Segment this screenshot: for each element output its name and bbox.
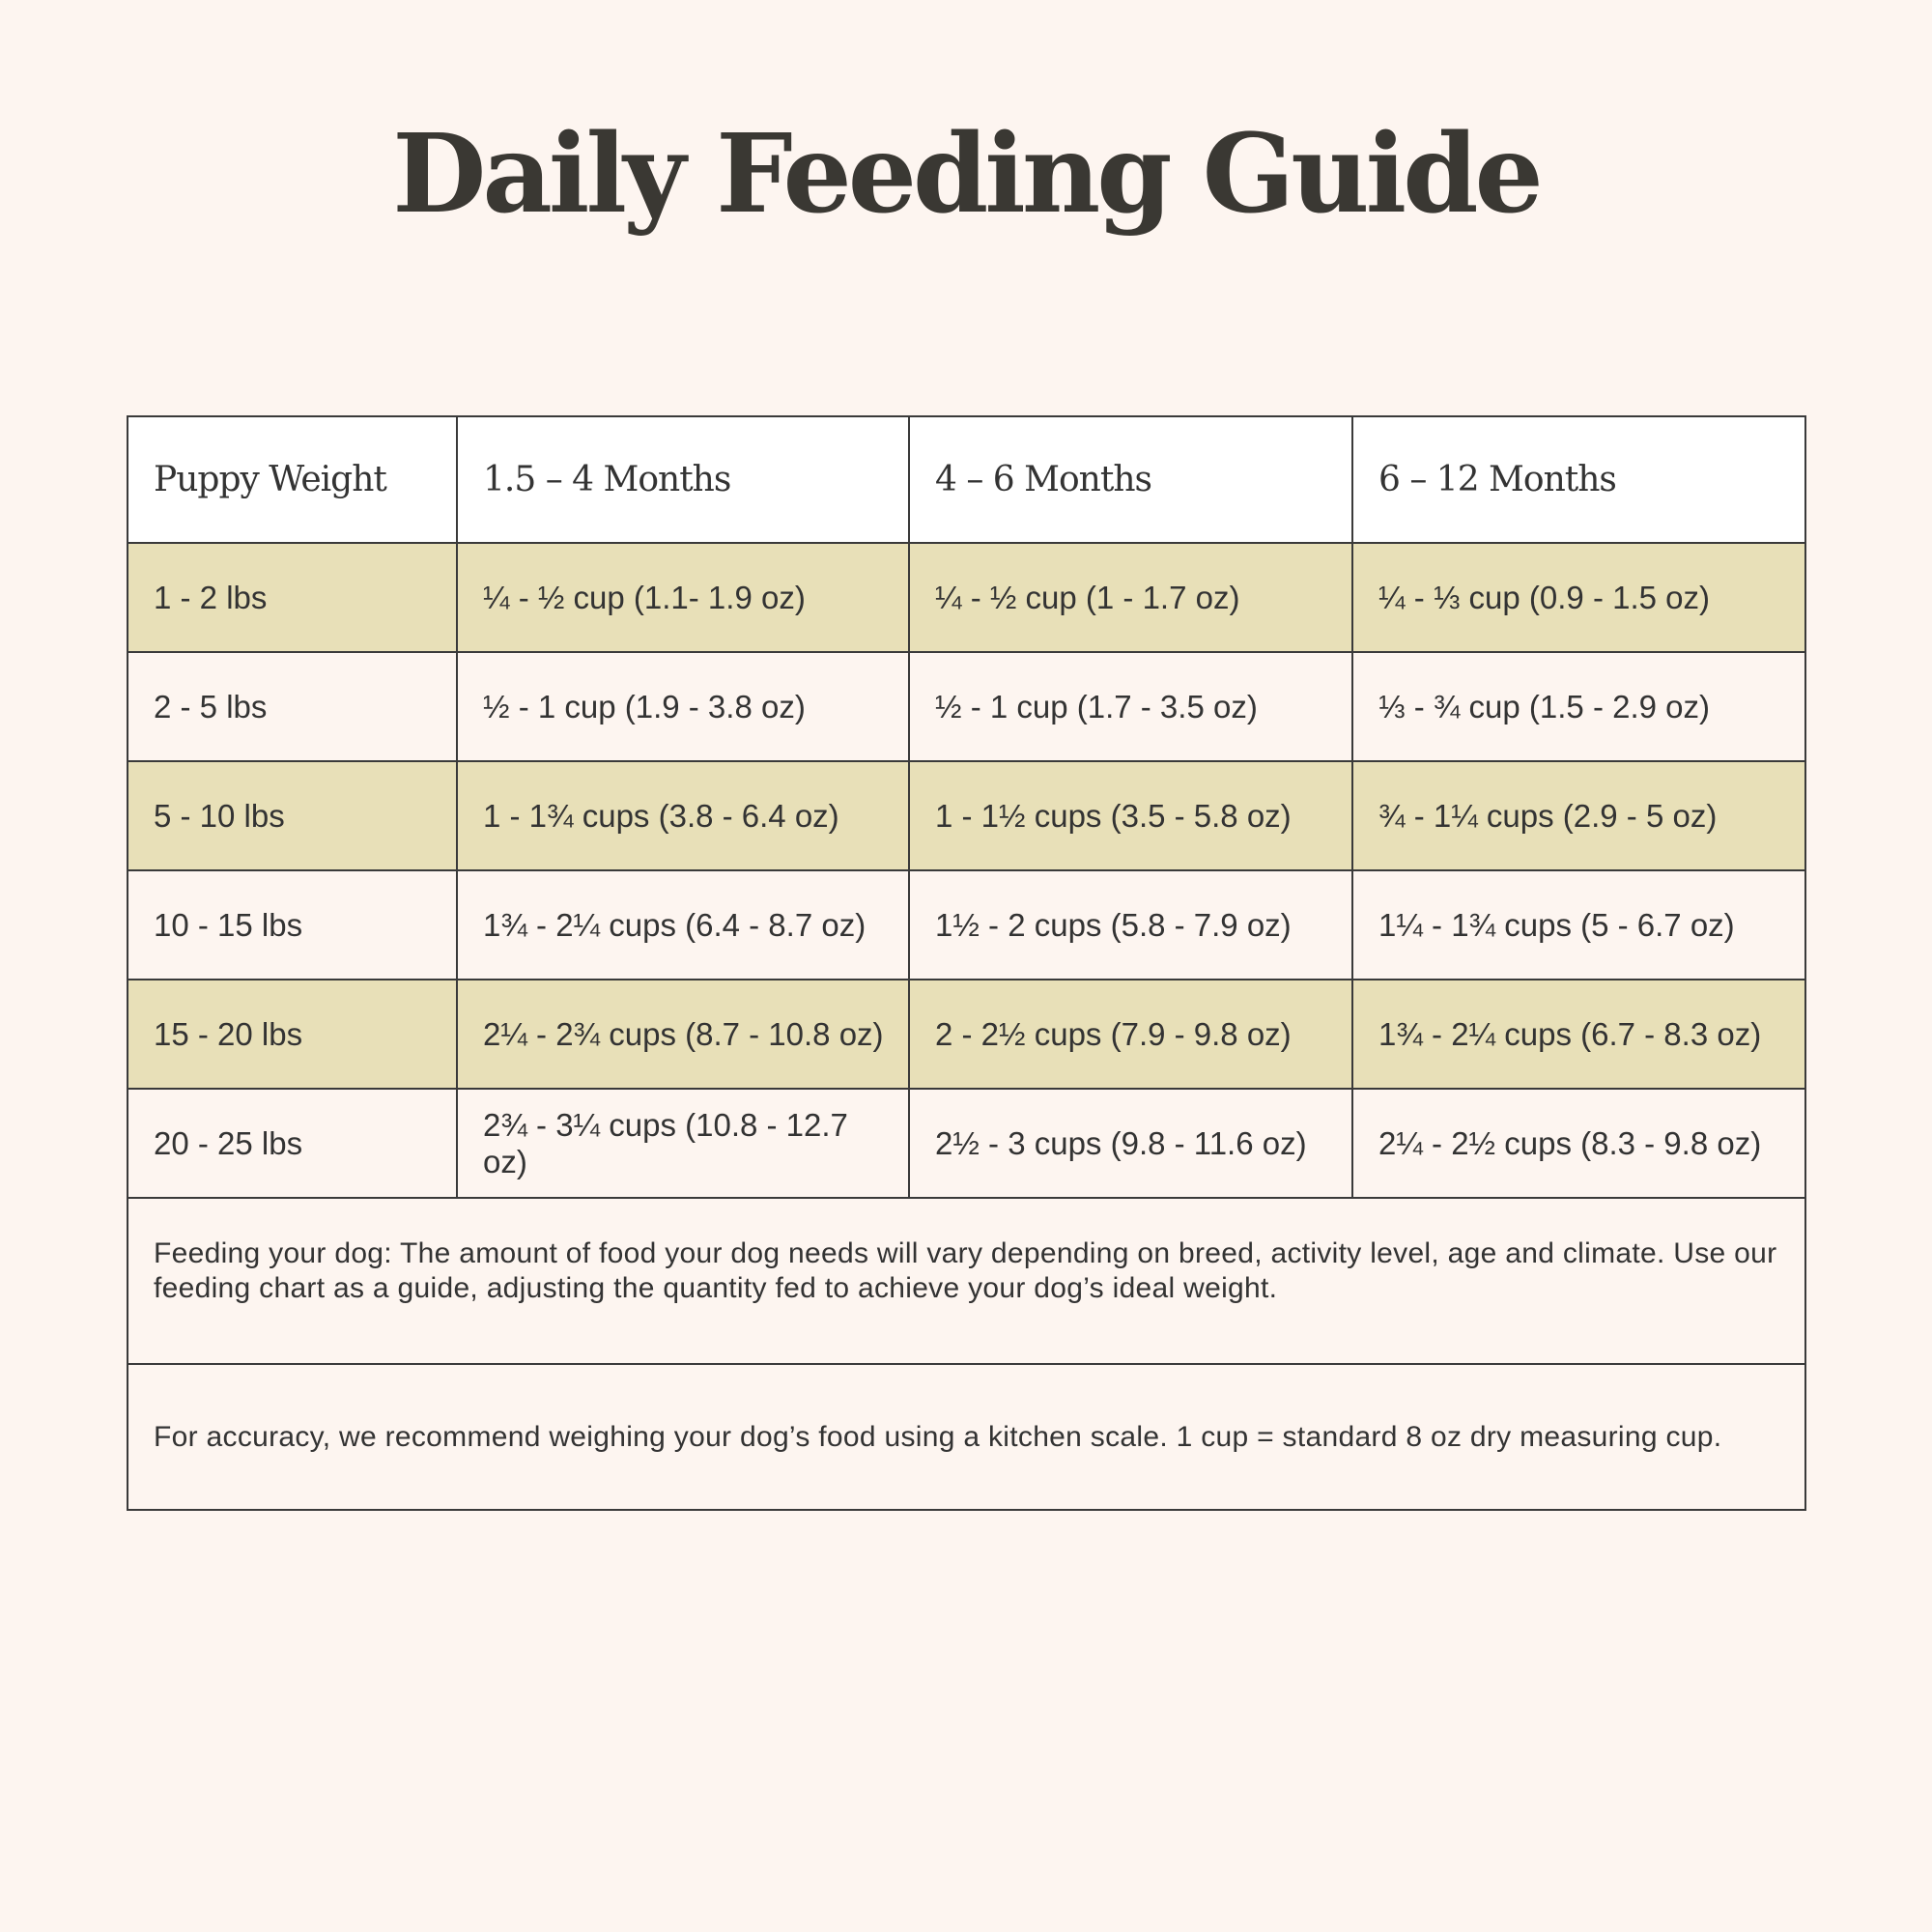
table-cell: ¼ - ⅓ cup (0.9 - 1.5 oz)	[1351, 542, 1806, 653]
table-cell: 1 - 1½ cups (3.5 - 5.8 oz)	[908, 760, 1353, 871]
table-cell: 10 - 15 lbs	[127, 869, 458, 980]
column-header: Puppy Weight	[127, 415, 458, 544]
table-row: 20 - 25 lbs 2¾ - 3¼ cups (10.8 - 12.7 oz)…	[127, 1088, 1806, 1199]
table-cell: 1¾ - 2¼ cups (6.4 - 8.7 oz)	[456, 869, 910, 980]
table-cell: 2¾ - 3¼ cups (10.8 - 12.7 oz)	[456, 1088, 910, 1199]
title: Daily Feeding Guide	[392, 111, 1544, 238]
table-cell: 1½ - 2 cups (5.8 - 7.9 oz)	[908, 869, 1353, 980]
table-cell: ¼ - ½ cup (1.1- 1.9 oz)	[456, 542, 910, 653]
table-row: 10 - 15 lbs 1¾ - 2¼ cups (6.4 - 8.7 oz) 1½…	[127, 869, 1806, 980]
table-cell: 1¼ - 1¾ cups (5 - 6.7 oz)	[1351, 869, 1806, 980]
table-row: 15 - 20 lbs 2¼ - 2¾ cups (8.7 - 10.8 oz) 2…	[127, 979, 1806, 1090]
column-header: 6 – 12 Months	[1351, 415, 1806, 544]
column-header: 1.5 – 4 Months	[456, 415, 910, 544]
note: For accuracy, we recommend weighing your…	[127, 1363, 1806, 1511]
table-cell: 2 - 2½ cups (7.9 - 9.8 oz)	[908, 979, 1353, 1090]
table-cell: 2½ - 3 cups (9.8 - 11.6 oz)	[908, 1088, 1353, 1199]
table-cell: ½ - 1 cup (1.9 - 3.8 oz)	[456, 651, 910, 762]
note-row: Feeding your dog: The amount of food you…	[127, 1197, 1806, 1365]
note-row: For accuracy, we recommend weighing your…	[127, 1363, 1806, 1511]
header-row: Puppy Weight 1.5 – 4 Months 4 – 6 Months 6 …	[127, 415, 1806, 544]
table-cell: 1¾ - 2¼ cups (6.7 - 8.3 oz)	[1351, 979, 1806, 1090]
table-cell: ⅓ - ¾ cup (1.5 - 2.9 oz)	[1351, 651, 1806, 762]
feeding-table: Puppy Weight 1.5 – 4 Months 4 – 6 Months 6 …	[127, 415, 1806, 1511]
table-row: 5 - 10 lbs 1 - 1¾ cups (3.8 - 6.4 oz) 1 - …	[127, 760, 1806, 871]
table-cell: 5 - 10 lbs	[127, 760, 458, 871]
table-cell: ¼ - ½ cup (1 - 1.7 oz)	[908, 542, 1353, 653]
table-cell: 20 - 25 lbs	[127, 1088, 458, 1199]
table-body: 1 - 2 lbs ¼ - ½ cup (1.1- 1.9 oz) ¼ - ½ cu…	[127, 542, 1806, 1511]
column-header: 4 – 6 Months	[908, 415, 1353, 544]
table-cell: 15 - 20 lbs	[127, 979, 458, 1090]
table-cell: 2¼ - 2¾ cups (8.7 - 10.8 oz)	[456, 979, 910, 1090]
table-cell: ¾ - 1¼ cups (2.9 - 5 oz)	[1351, 760, 1806, 871]
table-cell: 1 - 2 lbs	[127, 542, 458, 653]
table-cell: ½ - 1 cup (1.7 - 3.5 oz)	[908, 651, 1353, 762]
table-row: 2 - 5 lbs ½ - 1 cup (1.9 - 3.8 oz) ½ - 1 c…	[127, 651, 1806, 762]
note: Feeding your dog: The amount of food you…	[127, 1197, 1806, 1365]
table-cell: 2 - 5 lbs	[127, 651, 458, 762]
table-cell: 1 - 1¾ cups (3.8 - 6.4 oz)	[456, 760, 910, 871]
table-cell: 2¼ - 2½ cups (8.3 - 9.8 oz)	[1351, 1088, 1806, 1199]
table-row: 1 - 2 lbs ¼ - ½ cup (1.1- 1.9 oz) ¼ - ½ cu…	[127, 542, 1806, 653]
